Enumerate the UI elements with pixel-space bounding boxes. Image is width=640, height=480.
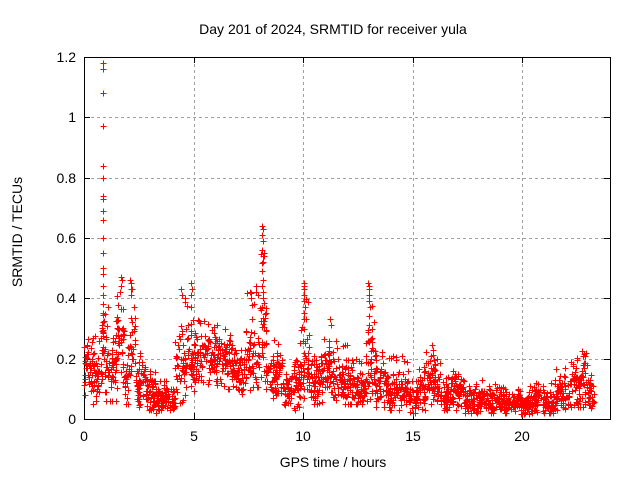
x-tick-label: 20 xyxy=(514,428,530,444)
x-tick-label: 0 xyxy=(80,428,88,444)
y-tick-label: 1.2 xyxy=(56,49,76,65)
y-tick-label: 0.8 xyxy=(56,170,76,186)
y-tick-label: 0.4 xyxy=(56,290,76,306)
x-tick-label: 15 xyxy=(405,428,421,444)
x-tick-label: 5 xyxy=(190,428,198,444)
scatter-points xyxy=(81,60,598,418)
chart-title: Day 201 of 2024, SRMTID for receiver yul… xyxy=(199,21,467,37)
x-tick-label: 10 xyxy=(295,428,311,444)
y-tick-label: 0.6 xyxy=(56,230,76,246)
y-tick-label: 0.2 xyxy=(56,351,76,367)
y-tick-label: 1 xyxy=(68,109,76,125)
y-tick-label: 0 xyxy=(68,411,76,427)
x-axis-label: GPS time / hours xyxy=(279,454,387,470)
